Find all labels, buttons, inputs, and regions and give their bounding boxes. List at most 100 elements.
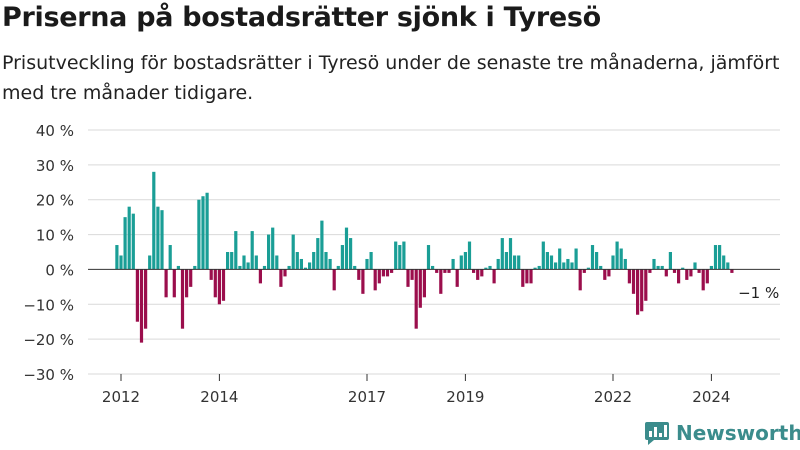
bar — [435, 269, 439, 273]
bar — [123, 217, 127, 270]
bar — [644, 269, 648, 301]
bar — [668, 252, 672, 270]
bar — [459, 255, 463, 270]
x-tick-label: 2012 — [102, 388, 140, 405]
bar — [344, 227, 349, 270]
x-tick-label: 2022 — [594, 388, 632, 405]
bar — [230, 252, 234, 270]
bar — [340, 245, 344, 270]
bar — [414, 269, 418, 329]
bar — [677, 269, 681, 284]
y-axis-labels: 40 % 30 % 20 % 10 % 0 % −10 % −20 % −30 % — [23, 122, 74, 384]
bar — [303, 267, 308, 270]
bar — [726, 262, 730, 270]
y-tick-label: −10 % — [23, 296, 74, 314]
bar — [463, 252, 467, 270]
bar — [189, 269, 193, 287]
bar — [590, 245, 595, 270]
bar — [410, 269, 414, 280]
brand-logo: Newsworthy — [644, 418, 800, 448]
bar — [619, 248, 623, 270]
bar — [242, 255, 246, 270]
bar — [152, 171, 156, 270]
bar — [681, 267, 685, 270]
x-tick-label: 2024 — [692, 388, 730, 405]
bar — [586, 267, 590, 270]
bar — [513, 255, 517, 270]
bar — [275, 255, 279, 270]
bar — [299, 258, 303, 270]
bar — [701, 269, 705, 291]
x-axis: 2012 2014 2017 2019 2022 2024 — [88, 268, 780, 405]
bar — [221, 269, 226, 301]
bar — [664, 269, 668, 277]
bar — [320, 220, 324, 270]
bar — [574, 248, 578, 270]
bar — [636, 269, 640, 315]
bar — [291, 234, 295, 270]
bar — [279, 269, 283, 287]
bar — [332, 269, 336, 291]
bar — [328, 258, 332, 270]
bar — [406, 269, 410, 287]
bar — [115, 245, 119, 270]
bar — [180, 269, 185, 329]
bar — [660, 265, 664, 270]
bar — [431, 265, 435, 270]
bar — [500, 238, 504, 270]
bar — [254, 255, 258, 270]
bar — [135, 269, 139, 322]
bars — [115, 171, 734, 343]
bar — [607, 269, 611, 277]
bar — [164, 269, 168, 298]
bar — [390, 269, 394, 273]
bar — [201, 196, 205, 270]
bar — [504, 252, 508, 270]
bar — [381, 269, 385, 277]
x-tick-label: 2019 — [446, 388, 484, 405]
bar — [709, 265, 713, 270]
bar — [488, 265, 492, 270]
bar — [545, 252, 549, 270]
bar — [603, 269, 607, 280]
bar — [361, 269, 365, 294]
bar — [492, 269, 496, 284]
bar — [217, 269, 221, 305]
bar — [418, 269, 422, 308]
bar — [566, 258, 570, 270]
bar — [713, 245, 718, 270]
bar — [480, 269, 484, 277]
bar — [160, 210, 164, 270]
bar — [426, 245, 431, 270]
bar — [349, 238, 353, 270]
bar — [689, 269, 693, 277]
bar — [357, 269, 361, 280]
bar-chart-icon — [645, 422, 669, 445]
bar — [377, 269, 381, 284]
bar — [422, 269, 426, 298]
bar — [537, 265, 541, 270]
bar — [144, 269, 148, 329]
bar — [722, 255, 726, 270]
bar — [521, 269, 525, 287]
bar — [685, 269, 689, 280]
bar — [148, 255, 152, 270]
bar — [558, 248, 562, 270]
bar — [168, 245, 172, 270]
x-tick-label: 2014 — [200, 388, 238, 405]
bar — [484, 267, 488, 270]
bar — [193, 265, 197, 270]
bar — [623, 258, 627, 270]
bar — [611, 255, 615, 270]
bar — [246, 262, 250, 270]
bar — [447, 269, 451, 273]
bar — [582, 269, 586, 273]
bar — [451, 258, 455, 270]
bar — [718, 245, 722, 270]
bar — [533, 267, 537, 270]
bar — [226, 252, 230, 270]
bar — [213, 269, 217, 298]
bar — [172, 269, 176, 298]
bar — [127, 206, 131, 270]
bar — [672, 269, 677, 273]
